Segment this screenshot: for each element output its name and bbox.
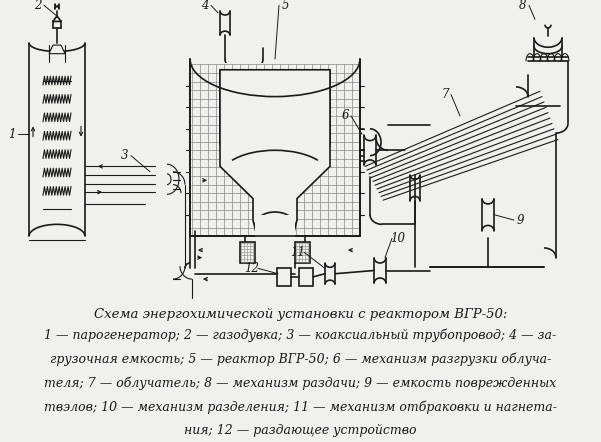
Text: грузочная емкость; 5 — реактор ВГР-50; 6 — механизм разгрузки облуча-: грузочная емкость; 5 — реактор ВГР-50; 6… xyxy=(50,352,551,366)
Text: 3: 3 xyxy=(121,149,129,162)
Text: 7: 7 xyxy=(441,88,449,101)
Text: 4: 4 xyxy=(201,0,209,12)
Bar xyxy=(240,241,255,263)
Text: твэлов; 10 — механизм разделения; 11 — механизм отбраковки и нагнета-: твэлов; 10 — механизм разделения; 11 — м… xyxy=(44,400,557,414)
Text: 11: 11 xyxy=(290,246,305,259)
Text: теля; 7 — облучатель; 8 — механизм раздачи; 9 — емкость поврежденных: теля; 7 — облучатель; 8 — механизм разда… xyxy=(44,376,557,390)
Bar xyxy=(277,268,291,286)
Text: 10: 10 xyxy=(391,232,406,245)
Polygon shape xyxy=(255,215,295,238)
Polygon shape xyxy=(53,17,61,22)
Text: 5: 5 xyxy=(281,0,288,12)
Text: 2: 2 xyxy=(34,0,41,12)
Polygon shape xyxy=(49,45,65,53)
Text: 6: 6 xyxy=(341,110,349,122)
Text: 8: 8 xyxy=(519,0,526,12)
Text: 1 — парогенератор; 2 — газодувка; 3 — коаксиальный трубопровод; 4 — за-: 1 — парогенератор; 2 — газодувка; 3 — ко… xyxy=(44,328,557,342)
Bar xyxy=(191,63,359,235)
Text: Схема энергохимической установки с реактором ВГР-50:: Схема энергохимической установки с реакт… xyxy=(94,308,507,321)
Text: 9: 9 xyxy=(516,213,523,227)
Bar xyxy=(295,241,310,263)
Text: 1: 1 xyxy=(8,128,16,141)
Text: 12: 12 xyxy=(245,262,260,275)
Bar xyxy=(299,268,313,286)
Polygon shape xyxy=(220,70,330,236)
Text: ния; 12 — раздающее устройство: ния; 12 — раздающее устройство xyxy=(185,424,416,438)
